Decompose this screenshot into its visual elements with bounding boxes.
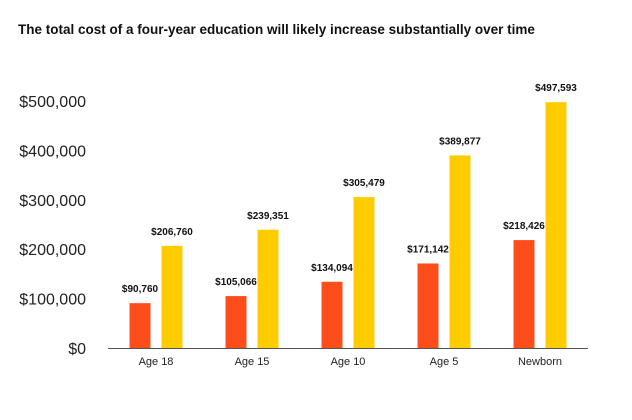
data-label: $305,479: [343, 178, 385, 189]
y-axis: $0 $100,000 $200,000 $300,000 $400,000 $500,0…: [19, 94, 86, 358]
chart-title: The total cost of a four-year education …: [18, 22, 535, 37]
data-label: $497,593: [535, 83, 577, 94]
bars: [129, 102, 567, 348]
x-tick-label: Age 10: [331, 356, 366, 368]
x-tick-label: Age 18: [139, 356, 174, 368]
bar: [417, 263, 439, 348]
y-tick-label: $500,000: [19, 94, 86, 111]
x-tick-label: Age 15: [235, 356, 270, 368]
y-tick-label: $300,000: [19, 193, 86, 210]
data-label: $105,066: [215, 277, 257, 288]
bar: [225, 296, 247, 348]
data-label: $206,760: [151, 227, 193, 238]
data-label: $389,877: [439, 136, 481, 147]
bar: [545, 102, 567, 348]
bar: [449, 155, 471, 348]
bar: [161, 245, 183, 348]
bar: [353, 197, 375, 348]
x-tick-label: Newborn: [518, 356, 562, 368]
data-labels: $90,760 $206,760 $105,066 $239,351 $134,094 $…: [122, 83, 577, 295]
bar: [513, 240, 535, 348]
bar: [257, 229, 279, 348]
bar: [321, 281, 343, 348]
y-tick-label: $400,000: [19, 143, 86, 160]
data-label: $90,760: [122, 284, 159, 295]
data-label: $134,094: [311, 263, 353, 274]
y-tick-label: $100,000: [19, 292, 86, 309]
data-label: $218,426: [503, 221, 545, 232]
x-axis: Age 18 Age 15 Age 10 Age 5 Newborn: [139, 356, 562, 368]
y-tick-label: $0: [68, 341, 86, 358]
y-tick-label: $200,000: [19, 242, 86, 259]
data-label: $239,351: [247, 211, 289, 222]
bar: [129, 303, 151, 348]
data-label: $171,142: [407, 244, 449, 255]
x-tick-label: Age 5: [430, 356, 459, 368]
